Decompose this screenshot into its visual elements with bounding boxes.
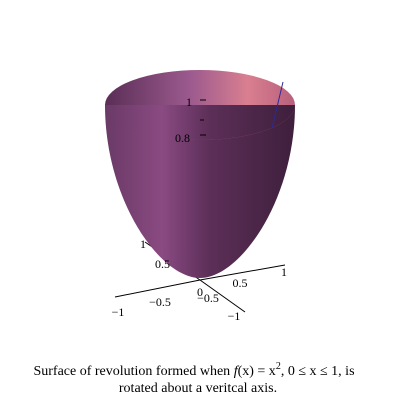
front-tick-label: −0.5 <box>149 295 171 309</box>
z-tick-label: 1 <box>186 95 192 109</box>
front-tick-label: −1 <box>112 305 125 319</box>
z-ticks <box>200 99 206 136</box>
caption-text: Surface of revolution formed when <box>33 364 233 379</box>
bottom-tick-label: −0.5 <box>197 291 219 305</box>
caption-line: rotated about a veritcal axis. <box>119 381 277 396</box>
caption-math: (x) = x <box>238 364 276 379</box>
axis-line <box>199 279 246 313</box>
caption-text: , 0 ≤ x ≤ 1, is <box>281 364 355 379</box>
bottom-tick-label: −1 <box>228 309 241 323</box>
profile-curve <box>271 81 284 129</box>
right-tick-label: 0.5 <box>233 276 248 290</box>
front-tick-label: 0 <box>197 285 203 299</box>
caption-math: 2 <box>276 361 281 372</box>
left-tick-label: 0.5 <box>155 257 170 271</box>
left-tick-label: 1 <box>140 237 146 251</box>
right-tick-label: 1 <box>281 265 287 279</box>
z-tick-label: 0.8 <box>175 131 190 145</box>
caption-math: f <box>234 364 240 379</box>
caption-line: Surface of revolution formed when f(x) =… <box>33 361 354 379</box>
paraboloid-outer <box>105 105 295 278</box>
paraboloid-front-rim <box>105 105 295 140</box>
